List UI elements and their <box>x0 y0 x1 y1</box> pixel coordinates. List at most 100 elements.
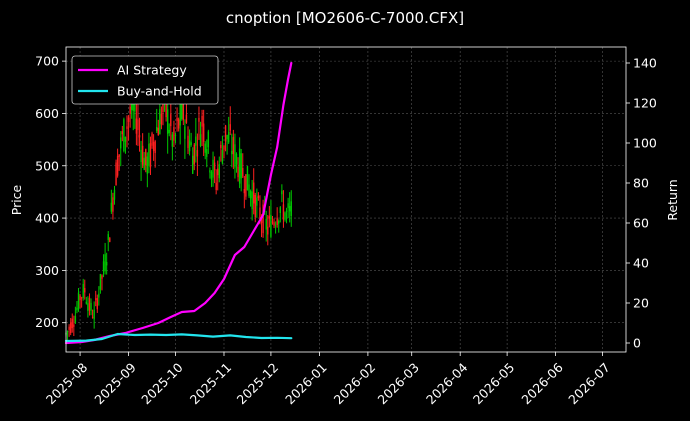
candle-body <box>156 126 158 131</box>
candle-body <box>160 113 163 125</box>
candle-body <box>193 144 195 165</box>
candle-body <box>188 140 191 152</box>
y2-axis-title: Return <box>665 179 680 220</box>
candle-body <box>217 168 219 176</box>
candle-body <box>177 119 180 129</box>
candle-body <box>190 142 192 146</box>
candle-body <box>218 164 220 179</box>
candle-body <box>162 101 164 113</box>
candle-body <box>262 204 264 234</box>
candle-body <box>199 134 202 146</box>
candle-body <box>240 153 242 179</box>
candle-body <box>95 298 97 300</box>
candle-body <box>168 129 170 134</box>
candle-body <box>279 207 282 213</box>
candle-body <box>73 324 75 327</box>
candle-body <box>229 124 231 131</box>
candle-body <box>265 219 267 230</box>
candle-body <box>207 131 210 148</box>
candle-body <box>120 137 122 149</box>
candle-body <box>66 331 69 333</box>
candle-body <box>151 133 153 146</box>
candle-body <box>76 307 78 311</box>
candle-body <box>196 150 199 157</box>
candle-body <box>210 171 213 180</box>
candle-body <box>157 127 159 136</box>
candle-body <box>127 117 130 122</box>
candle-body <box>152 141 155 151</box>
candle-body <box>227 131 230 143</box>
candle-body <box>284 212 286 220</box>
candle-body <box>159 109 161 135</box>
candle-body <box>257 195 260 199</box>
candle-body <box>69 322 72 333</box>
candle-body <box>232 137 235 155</box>
y2-tick-label: 120 <box>633 96 657 111</box>
candle-body <box>181 101 183 120</box>
candle-body <box>290 201 292 217</box>
candle-body <box>146 156 149 174</box>
candle-body <box>273 222 275 226</box>
candle-body <box>118 154 120 157</box>
candle-body <box>254 194 256 218</box>
candle-body <box>260 218 263 224</box>
candle-body <box>126 126 128 129</box>
candle-body <box>287 203 289 209</box>
candle-body <box>105 262 108 266</box>
candle-body <box>256 197 258 206</box>
candle-body <box>123 119 125 152</box>
candle-body <box>187 135 189 148</box>
candle-body <box>209 170 211 173</box>
candle-body <box>121 131 124 135</box>
chart-title: cnoption [MO2606-C-7000.CFX] <box>226 9 464 27</box>
candle-body <box>213 162 216 171</box>
candle-body <box>185 114 188 123</box>
candle-body <box>226 135 228 140</box>
candle-body <box>110 202 113 212</box>
candle-body <box>271 221 274 223</box>
plot-frame <box>65 46 627 353</box>
legend: AI Strategy Buy-and-Hold <box>71 55 219 105</box>
candle-body <box>82 283 84 299</box>
candle-body <box>201 115 203 127</box>
candle-body <box>88 297 91 311</box>
candle-body <box>259 207 261 220</box>
candle-body <box>165 100 167 118</box>
y2-tick-label: 40 <box>633 256 649 271</box>
legend-label-benchmark: Buy-and-Hold <box>117 84 202 99</box>
candle-body <box>288 206 291 212</box>
candle-body <box>270 214 272 237</box>
y2-tick-label: 0 <box>633 336 641 351</box>
y-tick-label: 400 <box>35 211 59 226</box>
candle-body <box>74 315 77 323</box>
candle-body <box>84 287 86 293</box>
y2-tick-label: 100 <box>633 136 657 151</box>
legend-label-strategy: AI Strategy <box>117 63 187 78</box>
candle-body <box>90 302 92 311</box>
candle-body <box>235 153 238 165</box>
y2-tick-label: 80 <box>633 176 649 191</box>
candle-body <box>129 106 131 114</box>
candle-body <box>253 182 255 204</box>
candle-body <box>109 238 111 242</box>
candle-body <box>243 188 246 194</box>
candle-body <box>98 293 100 298</box>
candle-body <box>179 103 181 126</box>
y-axis-left: 200 300 400 500 600 700 <box>35 54 66 330</box>
candle-body <box>135 118 138 134</box>
candle-body <box>195 136 197 146</box>
candle-body <box>274 225 277 227</box>
y2-tick-label: 60 <box>633 216 649 231</box>
candle-body <box>184 126 186 139</box>
y-axis-title: Price <box>9 184 24 215</box>
candle-body <box>237 166 239 178</box>
y-tick-label: 300 <box>35 263 59 278</box>
buy-and-hold-line <box>64 332 293 343</box>
y-tick-label: 700 <box>35 54 59 69</box>
y2-tick-label: 20 <box>633 296 649 311</box>
candle-body <box>80 297 83 299</box>
candle-body <box>245 174 247 197</box>
candle-body <box>198 117 200 122</box>
candle-body <box>171 134 174 147</box>
candle-body <box>166 109 169 134</box>
